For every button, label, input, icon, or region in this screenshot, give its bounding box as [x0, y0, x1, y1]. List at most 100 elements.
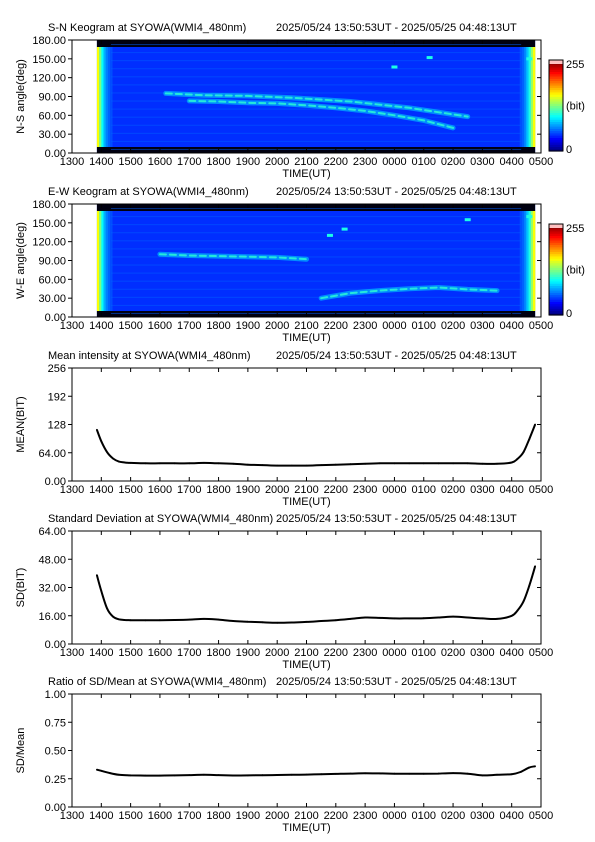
keogram-streak [110, 148, 522, 150]
colorbar-min-label: 0 [566, 308, 572, 320]
data-point-mean [106, 451, 109, 454]
data-point-sd [290, 621, 293, 624]
data-point-mean [290, 464, 293, 467]
data-point-sd [203, 618, 205, 620]
colorbar-segment [549, 237, 563, 241]
data-point-mean [144, 462, 147, 465]
y-tick-label-sd: 48.00 [38, 554, 66, 566]
data-point-mean [129, 462, 132, 464]
x-tick-label-ew: 0100 [412, 320, 436, 332]
x-tick-label-mean: 1300 [60, 484, 84, 496]
colorbar-segment [549, 73, 563, 77]
aurora-spot [341, 227, 348, 231]
data-point-ratio [452, 772, 454, 774]
colorbar-segment [549, 249, 563, 252]
aurora-arc-core [158, 253, 308, 261]
x-tick-label-ratio: 0200 [441, 810, 465, 822]
data-point-ratio [100, 769, 103, 772]
x-tick-label-sn: 0400 [499, 156, 523, 168]
x-tick-label-sd: 1300 [60, 647, 84, 659]
data-point-sd [144, 619, 147, 622]
x-tick-label-sn: 0500 [529, 156, 553, 168]
keogram-streak [110, 240, 522, 242]
x-tick-label-ratio: 1700 [177, 810, 201, 822]
keogram-twilight-strip [524, 211, 527, 311]
data-point-sd [247, 620, 249, 623]
colorbar-segment [549, 125, 563, 129]
x-tick-label-ratio: 2200 [324, 810, 348, 822]
x-axis-label-mean: TIME(UT) [282, 496, 330, 508]
colorbar-segment [549, 78, 563, 82]
colorbar-segment [549, 276, 563, 280]
x-tick-label-sd: 0200 [441, 647, 465, 659]
x-tick-label-mean: 1400 [89, 484, 113, 496]
x-tick-label-mean: 1700 [177, 484, 201, 496]
x-tick-label-ew: 0200 [441, 320, 465, 332]
data-point-mean [261, 464, 264, 466]
data-point-sd [188, 618, 191, 621]
data-point-mean [408, 462, 410, 465]
x-tick-label-ew: 1300 [60, 320, 84, 332]
data-point-ratio [118, 773, 120, 776]
keogram-streak [110, 108, 522, 110]
panel-title-mean: Mean intensity at SYOWA(WMI4_480nm) [48, 350, 251, 362]
colorbar-segment [549, 64, 563, 68]
keogram-twilight-strip [521, 47, 525, 147]
series-line-mean [95, 424, 537, 467]
x-tick-label-ratio: 1800 [206, 810, 230, 822]
data-point-ratio [173, 774, 176, 777]
colorbar-segment [549, 98, 563, 102]
colorbar-segment [549, 239, 563, 243]
keogram-streak [110, 76, 522, 78]
plot-border-sd [71, 530, 542, 645]
x-tick-label-ew: 1900 [236, 320, 260, 332]
data-point-mean [320, 464, 323, 466]
x-tick-label-sn: 1700 [177, 156, 201, 168]
x-tick-label-sd: 1800 [206, 647, 230, 659]
colorbar-segment [549, 255, 563, 259]
colorbar-segment [549, 274, 563, 277]
data-point-sd [112, 615, 114, 618]
data-point-mean [516, 458, 519, 460]
x-tick-label-ew: 0000 [382, 320, 406, 332]
y-tick-label-ew: 60.00 [38, 274, 66, 286]
data-point-ratio [466, 772, 469, 775]
colorbar-segment [549, 228, 563, 232]
colorbar-segment [549, 141, 563, 145]
y-tick-label-ew: 180.00 [32, 199, 66, 211]
colorbar-segment [549, 233, 563, 236]
data-point-sd [276, 621, 279, 624]
colorbar-segment [549, 253, 563, 257]
colorbar-segment [549, 100, 563, 104]
colorbar-segment [549, 271, 563, 275]
x-tick-label-sd: 0000 [382, 647, 406, 659]
keogram-streak [110, 288, 522, 290]
colorbar-segment [549, 251, 563, 255]
data-point-sd [232, 620, 235, 622]
aurora-spot [426, 56, 433, 60]
x-tick-label-ratio: 0000 [382, 810, 406, 822]
x-tick-label-sn: 0200 [441, 156, 465, 168]
keogram-streak [110, 264, 522, 266]
x-tick-label-ew: 1600 [148, 320, 172, 332]
x-tick-label-ew: 2100 [294, 320, 318, 332]
colorbar-segment [549, 112, 563, 116]
data-point-mean [364, 462, 366, 465]
y-tick-label-ratio: 1.00 [45, 689, 66, 701]
y-tick-label-sn: 90.00 [38, 92, 66, 104]
panel-time-range-ratio: 2025/05/24 13:50:53UT - 2025/05/25 04:48… [276, 676, 517, 688]
x-tick-label-sn: 0300 [470, 156, 494, 168]
data-point-sd [106, 607, 109, 610]
x-axis-label-sd: TIME(UT) [282, 659, 330, 671]
data-point-sd [408, 617, 410, 620]
data-point-ratio [232, 774, 235, 777]
data-point-mean [528, 438, 531, 440]
keogram-twilight-strip [530, 47, 534, 147]
keogram-streak [110, 208, 522, 210]
data-point-ratio [437, 772, 440, 775]
colorbar-segment [549, 121, 563, 125]
keogram-streak [110, 248, 522, 250]
colorbar-segment [549, 230, 563, 234]
data-point-sd [437, 616, 440, 619]
data-point-mean [334, 463, 337, 466]
